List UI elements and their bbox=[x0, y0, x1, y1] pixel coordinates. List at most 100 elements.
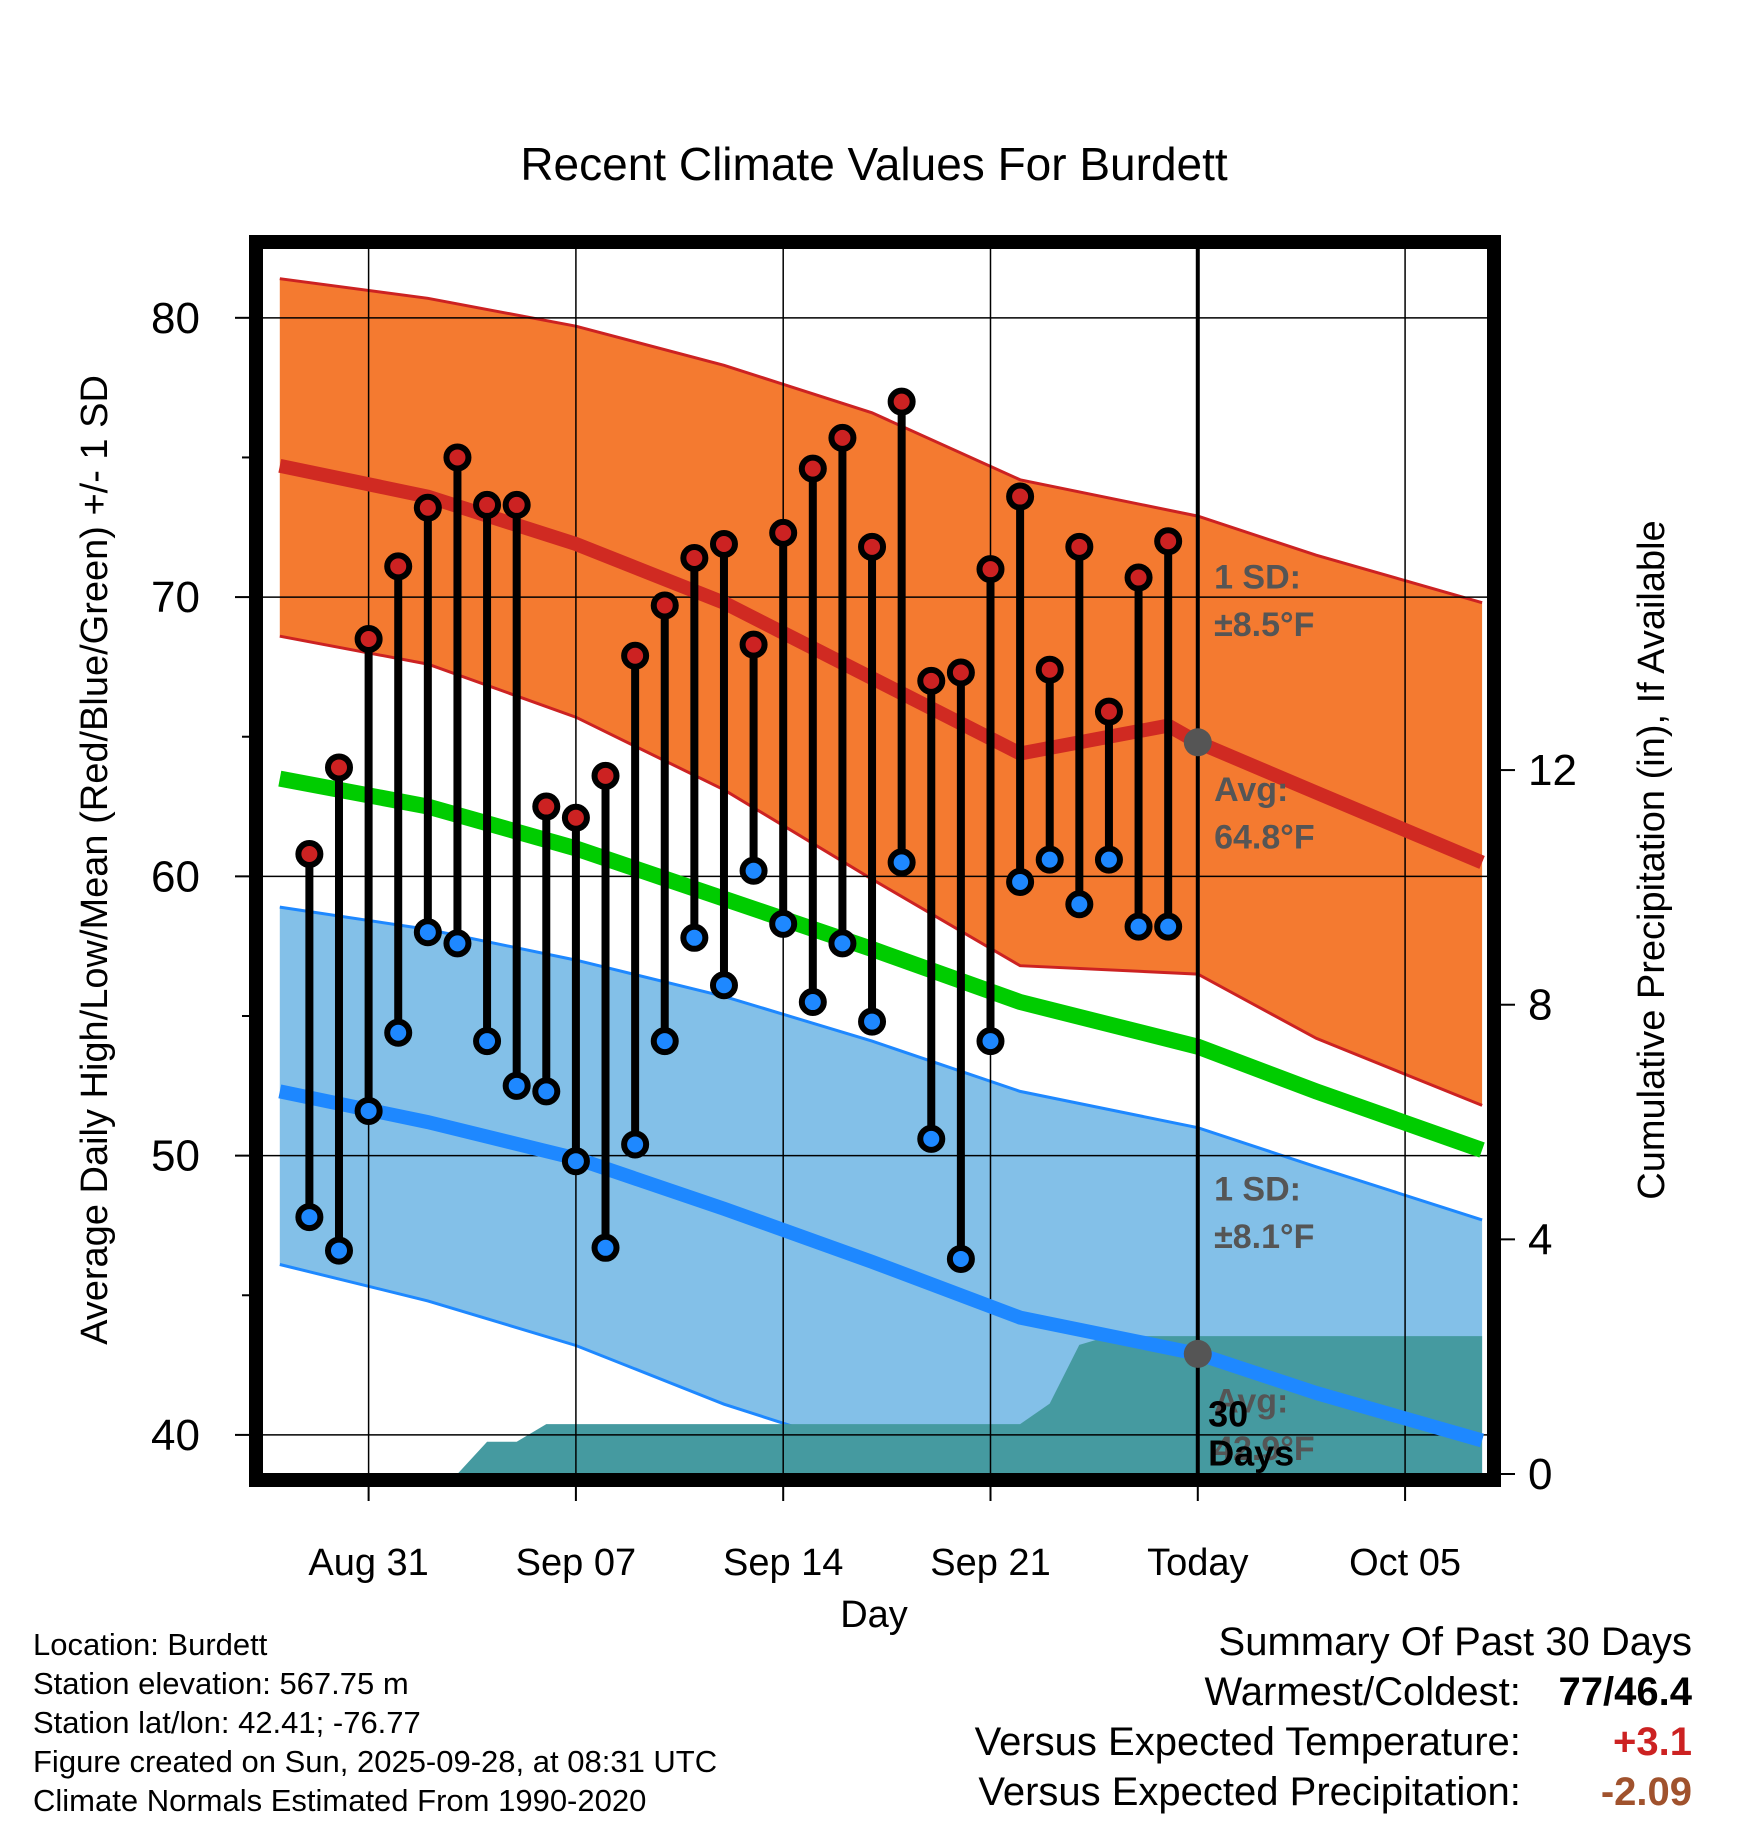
low-point-3 bbox=[384, 1018, 413, 1047]
low-point-13 bbox=[680, 923, 709, 952]
high-point-21 bbox=[917, 666, 946, 695]
low-point-8 bbox=[532, 1077, 561, 1106]
x-tick-label-2: Sep 14 bbox=[723, 1542, 843, 1584]
high-point-11 bbox=[621, 641, 650, 670]
normal-bands bbox=[279, 277, 1483, 1474]
window-label-line1: 30 bbox=[1208, 1394, 1248, 1435]
x-tick-label-3: Sep 21 bbox=[930, 1542, 1050, 1584]
high-point-16 bbox=[769, 518, 798, 547]
low-point-1 bbox=[324, 1236, 353, 1265]
plot-frame bbox=[249, 235, 1501, 1487]
high-point-18 bbox=[828, 423, 857, 452]
low-point-29 bbox=[1154, 912, 1183, 941]
low-point-24 bbox=[1006, 867, 1035, 896]
y2-axis-label: Cumulative Precipitation (in), If Availa… bbox=[1631, 520, 1673, 1199]
normals-text: Climate Normals Estimated From 1990-2020 bbox=[33, 1783, 647, 1818]
high-avg-title: Avg: bbox=[1214, 771, 1288, 809]
low-point-16 bbox=[769, 909, 798, 938]
high-point-19 bbox=[858, 532, 887, 561]
low-point-26 bbox=[1065, 890, 1094, 919]
high-point-24 bbox=[1006, 482, 1035, 511]
summary-temp: Versus Expected Temperature: +3.1 bbox=[975, 1720, 1692, 1765]
y-tick-label-60: 60 bbox=[151, 852, 200, 901]
y-tick-label-70: 70 bbox=[151, 573, 200, 622]
low-point-9 bbox=[561, 1147, 590, 1176]
high-point-14 bbox=[709, 530, 738, 559]
y-tick-label-40: 40 bbox=[151, 1411, 200, 1460]
high-point-20 bbox=[887, 387, 916, 416]
temp-label: Versus Expected Temperature: bbox=[974, 1720, 1521, 1764]
daily-observations bbox=[295, 387, 1212, 1368]
normal-low-line bbox=[278, 1084, 1485, 1448]
low-point-19 bbox=[858, 1007, 887, 1036]
normal-high-line bbox=[278, 458, 1485, 869]
low-point-7 bbox=[502, 1071, 531, 1100]
high-point-29 bbox=[1154, 527, 1183, 556]
summary-precip: Versus Expected Precipitation: -2.09 bbox=[978, 1770, 1692, 1815]
low-point-4 bbox=[413, 918, 442, 947]
high-point-7 bbox=[502, 490, 531, 519]
low-point-17 bbox=[798, 988, 827, 1017]
x-axis-label: Day bbox=[840, 1594, 908, 1636]
low-point-5 bbox=[443, 929, 472, 958]
high-point-22 bbox=[946, 658, 975, 687]
window-label-line2: Days bbox=[1208, 1433, 1294, 1474]
high-sd-band-fill bbox=[279, 278, 1483, 1106]
high-sd-value: ±8.5°F bbox=[1214, 606, 1314, 644]
high-point-13 bbox=[680, 543, 709, 572]
high-point-0 bbox=[295, 840, 324, 869]
latlon-text: Station lat/lon: 42.41; -76.77 bbox=[33, 1705, 421, 1740]
low-point-25 bbox=[1035, 845, 1064, 874]
high-point-26 bbox=[1065, 532, 1094, 561]
low-point-2 bbox=[354, 1096, 383, 1125]
high-point-3 bbox=[384, 552, 413, 581]
today-high-avg-point bbox=[1183, 728, 1212, 757]
low-sd-value: ±8.1°F bbox=[1214, 1218, 1314, 1256]
high-sd-title: 1 SD: bbox=[1214, 559, 1301, 597]
low-point-12 bbox=[650, 1027, 679, 1056]
low-point-10 bbox=[591, 1233, 620, 1262]
x-tick-label-5: Oct 05 bbox=[1349, 1542, 1461, 1584]
precip-area bbox=[457, 1336, 1483, 1474]
low-point-23 bbox=[976, 1027, 1005, 1056]
low-avg-value: 42.9°F bbox=[1214, 1430, 1315, 1468]
high-point-1 bbox=[324, 753, 353, 782]
high-point-17 bbox=[798, 454, 827, 483]
summary-title: Summary Of Past 30 Days bbox=[1218, 1620, 1692, 1664]
chart-title: Recent Climate Values For Burdett bbox=[520, 138, 1228, 190]
y-tick-label-50: 50 bbox=[151, 1132, 200, 1181]
low-point-22 bbox=[946, 1244, 975, 1273]
precipitation-layer bbox=[457, 1336, 1483, 1474]
low-sd-band-fill bbox=[279, 907, 1483, 1474]
low-point-14 bbox=[709, 971, 738, 1000]
axes: 40 50 60 70 80 0 4 8 12 Aug 31 Sep 07 Sep 14 Sep 21 T… bbox=[151, 294, 1577, 1584]
y2-tick-label-4: 4 bbox=[1528, 1215, 1552, 1264]
high-point-10 bbox=[591, 761, 620, 790]
high-point-4 bbox=[413, 493, 442, 522]
high-point-6 bbox=[473, 490, 502, 519]
low-point-27 bbox=[1094, 845, 1123, 874]
high-point-28 bbox=[1124, 563, 1153, 592]
high-point-27 bbox=[1094, 697, 1123, 726]
high-point-2 bbox=[354, 624, 383, 653]
low-point-20 bbox=[887, 848, 916, 877]
y2-tick-label-0: 0 bbox=[1528, 1450, 1552, 1499]
low-point-21 bbox=[917, 1124, 946, 1153]
high-point-25 bbox=[1035, 655, 1064, 684]
low-point-11 bbox=[621, 1130, 650, 1159]
warmest-value: 77/46.4 bbox=[1558, 1670, 1692, 1714]
y2-tick-label-12: 12 bbox=[1528, 746, 1577, 795]
high-point-8 bbox=[532, 792, 561, 821]
high-avg-value: 64.8°F bbox=[1214, 818, 1315, 856]
warmest-label: Warmest/Coldest: bbox=[1204, 1670, 1521, 1714]
plot-area: 1 SD: ±8.5°F Avg: 64.8°F 1 SD: ±8.1°F Av… bbox=[262, 248, 1488, 1474]
summary-warmest: Warmest/Coldest: 77/46.4 bbox=[1205, 1670, 1693, 1715]
high-point-15 bbox=[739, 630, 768, 659]
high-point-5 bbox=[443, 443, 472, 472]
high-sd-band-upper-edge bbox=[279, 277, 1483, 605]
high-point-12 bbox=[650, 591, 679, 620]
elevation-text: Station elevation: 567.75 m bbox=[33, 1666, 409, 1701]
annotations: 1 SD: ±8.5°F Avg: 64.8°F 1 SD: ±8.1°F Av… bbox=[1214, 559, 1315, 1468]
low-point-28 bbox=[1124, 912, 1153, 941]
